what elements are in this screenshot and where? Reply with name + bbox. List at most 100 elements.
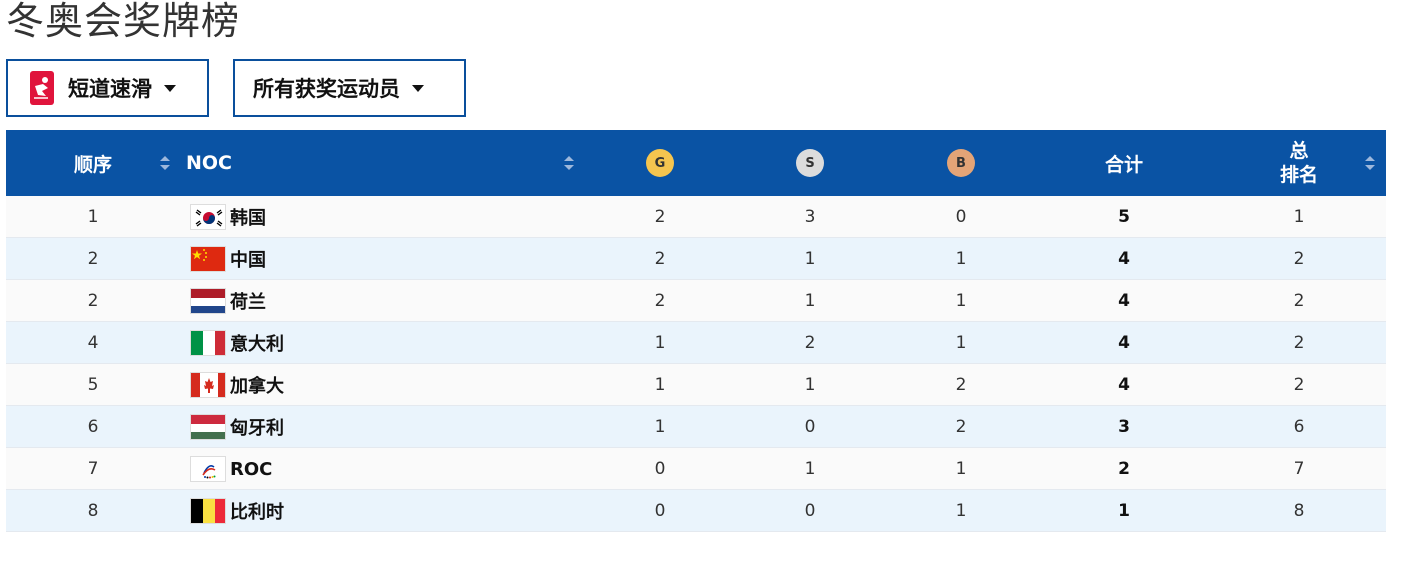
total-count-cell: 5 — [1118, 207, 1130, 227]
page-title: 冬奥会奖牌榜 — [6, 0, 241, 43]
total-rank-cell: 7 — [1293, 459, 1305, 479]
table-row: 2 荷兰 2 1 1 4 2 — [6, 280, 1386, 322]
noc-cell[interactable]: 意大利 — [190, 322, 570, 364]
bronze-column-header[interactable]: B — [886, 130, 1036, 196]
bronze-count-cell: 1 — [955, 501, 967, 521]
gold-count-cell: 0 — [654, 459, 666, 479]
sort-icon[interactable] — [564, 156, 574, 170]
rank-column-header[interactable]: 顺序 — [6, 130, 180, 196]
bronze-count-cell: 1 — [955, 333, 967, 353]
gold-medal-icon: G — [646, 149, 674, 177]
silver-count-cell: 2 — [804, 333, 816, 353]
bronze-count-cell: 2 — [955, 417, 967, 437]
gold-count-cell: 0 — [654, 501, 666, 521]
country-name[interactable]: 中国 — [230, 250, 266, 271]
silver-count-cell: 1 — [804, 249, 816, 269]
country-name[interactable]: 荷兰 — [230, 292, 266, 313]
table-row: 7 ROC 0 1 1 2 7 — [6, 448, 1386, 490]
silver-count-cell: 1 — [804, 291, 816, 311]
bronze-count-cell: 1 — [955, 249, 967, 269]
noc-header-label: NOC — [186, 152, 232, 174]
table-header: 顺序 NOC G S B 合计 总 排名 — [6, 130, 1386, 196]
noc-cell[interactable]: 韩国 — [190, 196, 570, 238]
sort-icon[interactable] — [1365, 156, 1375, 170]
noc-cell[interactable]: ROC — [190, 448, 570, 490]
sort-icon[interactable] — [160, 156, 170, 170]
noc-cell[interactable]: 匈牙利 — [190, 406, 570, 448]
silver-count-cell: 1 — [804, 459, 816, 479]
noc-cell[interactable]: 荷兰 — [190, 280, 570, 322]
noc-cell[interactable]: 加拿大 — [190, 364, 570, 406]
gold-count-cell: 1 — [654, 417, 666, 437]
noc-cell[interactable]: 中国 — [190, 238, 570, 280]
gold-count-cell: 2 — [654, 249, 666, 269]
table-row: 6 匈牙利 1 0 2 3 6 — [6, 406, 1386, 448]
total-rank-header-label: 总 排名 — [1279, 140, 1318, 186]
chevron-down-icon — [164, 84, 176, 92]
silver-count-cell: 1 — [804, 375, 816, 395]
country-name[interactable]: 意大利 — [230, 334, 284, 355]
rank-cell: 2 — [87, 291, 99, 311]
sport-filter-label: 短道速滑 — [68, 77, 152, 101]
rank-cell: 2 — [87, 249, 99, 269]
short-track-skater-icon — [30, 71, 54, 105]
silver-count-cell: 3 — [804, 207, 816, 227]
silver-count-cell: 0 — [804, 501, 816, 521]
total-count-cell: 4 — [1118, 333, 1130, 353]
athletes-filter-dropdown[interactable]: 所有获奖运动员 — [233, 59, 466, 117]
noc-column-header[interactable]: NOC — [186, 130, 566, 196]
total-count-cell: 2 — [1118, 459, 1130, 479]
country-name[interactable]: 匈牙利 — [230, 418, 284, 439]
chevron-down-icon — [412, 84, 424, 92]
netherlands-flag — [190, 288, 226, 314]
total-rank-cell: 6 — [1293, 417, 1305, 437]
table-row: 5 加拿大 1 1 2 4 2 — [6, 364, 1386, 406]
total-rank-cell: 2 — [1293, 375, 1305, 395]
hungary-flag — [190, 414, 226, 440]
silver-medal-icon: S — [796, 149, 824, 177]
country-name[interactable]: 韩国 — [230, 208, 266, 229]
bronze-medal-icon: B — [947, 149, 975, 177]
total-rank-cell: 2 — [1293, 249, 1305, 269]
gold-column-header[interactable]: G — [585, 130, 735, 196]
gold-count-cell: 2 — [654, 207, 666, 227]
total-count-cell: 4 — [1118, 291, 1130, 311]
bronze-count-cell: 0 — [955, 207, 967, 227]
table-row: 2 中国 2 1 1 4 2 — [6, 238, 1386, 280]
total-count-cell: 3 — [1118, 417, 1130, 437]
rank-cell: 1 — [87, 207, 99, 227]
total-rank-column-header[interactable]: 总 排名 — [1212, 130, 1386, 196]
country-name[interactable]: 加拿大 — [230, 376, 284, 397]
rank-cell: 6 — [87, 417, 99, 437]
total-count-cell: 1 — [1118, 501, 1130, 521]
table-body: 1 韩国 2 3 0 5 1 2 中国 2 1 1 4 2 2 荷兰 2 1 1 4 2 4 意大利 1 2 1 4 2 5 加拿大 1 1 2… — [6, 196, 1386, 532]
sport-filter-dropdown[interactable]: 短道速滑 — [6, 59, 209, 117]
bronze-count-cell: 2 — [955, 375, 967, 395]
rank-cell: 4 — [87, 333, 99, 353]
total-header-label: 合计 — [1104, 153, 1143, 176]
country-name[interactable]: 比利时 — [230, 502, 284, 523]
total-count-cell: 4 — [1118, 375, 1130, 395]
silver-column-header[interactable]: S — [735, 130, 885, 196]
table-row: 4 意大利 1 2 1 4 2 — [6, 322, 1386, 364]
athletes-filter-label: 所有获奖运动员 — [253, 77, 400, 101]
rank-cell: 5 — [87, 375, 99, 395]
total-rank-cell: 1 — [1293, 207, 1305, 227]
rank-cell: 7 — [87, 459, 99, 479]
total-column-header[interactable]: 合计 — [1036, 130, 1212, 196]
canada-flag — [190, 372, 226, 398]
noc-cell[interactable]: 比利时 — [190, 490, 570, 532]
roc-flag — [190, 456, 226, 482]
table-row: 1 韩国 2 3 0 5 1 — [6, 196, 1386, 238]
gold-count-cell: 2 — [654, 291, 666, 311]
bronze-count-cell: 1 — [955, 459, 967, 479]
silver-count-cell: 0 — [804, 417, 816, 437]
gold-count-cell: 1 — [654, 375, 666, 395]
medal-table: 顺序 NOC G S B 合计 总 排名 1 韩国 2 3 0 5 1 2 中国 2 1 1 4 2 2 荷兰… — [6, 130, 1386, 532]
total-count-cell: 4 — [1118, 249, 1130, 269]
total-rank-cell: 8 — [1293, 501, 1305, 521]
china-flag — [190, 246, 226, 272]
total-rank-cell: 2 — [1293, 333, 1305, 353]
country-name[interactable]: ROC — [230, 458, 273, 480]
rank-header-label: 顺序 — [73, 153, 112, 176]
